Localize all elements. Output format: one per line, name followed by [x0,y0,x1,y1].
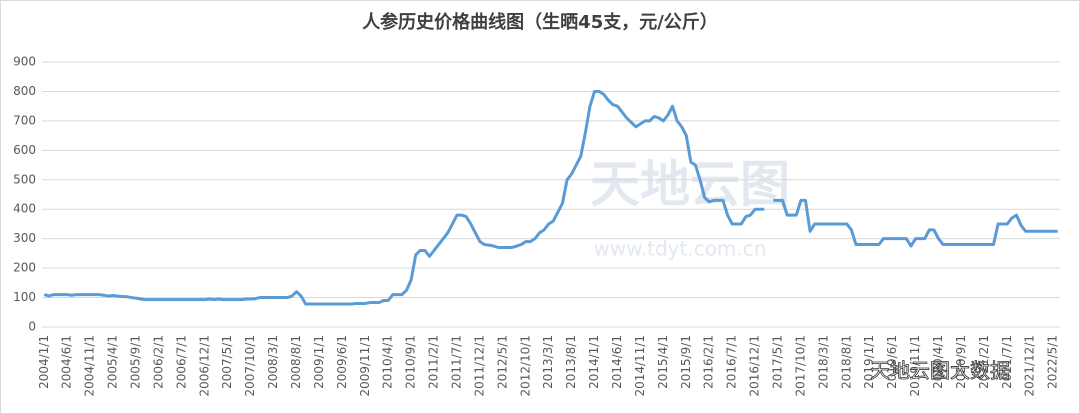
x-tick-label: 2010/9/1 [404,335,418,389]
x-tick-label: 2020/9/1 [954,335,968,389]
x-tick-label: 2016/12/1 [748,335,762,397]
y-tick-label: 600 [13,143,36,157]
x-tick-label: 2016/2/1 [702,335,716,389]
x-tick-label: 2011/7/1 [449,335,463,389]
x-tick-label: 2009/11/1 [358,335,372,397]
x-tick-label: 2019/6/1 [885,335,899,389]
x-tick-label: 2019/1/1 [862,335,876,389]
x-tick-label: 2009/6/1 [335,335,349,389]
x-tick-label: 2019/11/1 [908,335,922,397]
x-tick-label: 2006/7/1 [174,335,188,389]
y-tick-label: 0 [28,320,36,334]
x-tick-label: 2021/7/1 [1000,335,1014,389]
x-tick-label: 2007/5/1 [220,335,234,389]
x-tick-label: 2017/10/1 [793,335,807,397]
x-tick-label: 2017/5/1 [770,335,784,389]
watermark: 天地云图 [590,156,790,214]
x-tick-label: 2012/10/1 [518,335,532,397]
y-tick-label: 100 [13,290,36,304]
x-tick-label: 2022/5/1 [1046,335,1060,389]
x-tick-label: 2021/2/1 [977,335,991,389]
x-tick-label: 2013/8/1 [564,335,578,389]
series-line [43,89,1058,306]
x-tick-label: 2020/4/1 [931,335,945,389]
x-tick-label: 2015/9/1 [679,335,693,389]
y-tick-label: 300 [13,231,36,245]
x-tick-label: 2011/12/1 [472,335,486,397]
x-tick-label: 2004/11/1 [83,335,97,397]
x-tick-label: 2006/2/1 [151,335,165,389]
x-tick-label: 2007/10/1 [243,335,257,397]
y-tick-label: 700 [13,113,36,127]
x-tick-label: 2014/1/1 [587,335,601,389]
x-tick-label: 2016/7/1 [725,335,739,389]
x-tick-label: 2004/6/1 [60,335,74,389]
y-tick-label: 200 [13,261,36,275]
x-tick-label: 2018/8/1 [839,335,853,389]
x-tick-label: 2014/11/1 [633,335,647,397]
y-tick-label: 500 [13,172,36,186]
y-tick-label: 800 [13,84,36,98]
x-tick-label: 2014/6/1 [610,335,624,389]
x-tick-label: 2018/3/1 [816,335,830,389]
watermark-url: www.tdyt.com.cn [594,237,767,261]
x-tick-label: 2006/12/1 [197,335,211,397]
watermark-brand: 天地云图大数据 [870,359,1010,383]
x-tick-label: 2015/4/1 [656,335,670,389]
x-tick-label: 2011/2/1 [427,335,441,389]
x-tick-label: 2008/8/1 [289,335,303,389]
x-tick-label: 2021/12/1 [1023,335,1037,397]
y-tick-label: 400 [13,202,36,216]
x-tick-label: 2010/4/1 [381,335,395,389]
chart-title: 人参历史价格曲线图（生晒45支，元/公斤） [362,11,718,33]
y-tick-label: 900 [13,55,36,69]
x-tick-label: 2013/3/1 [541,335,555,389]
x-tick-label: 2005/4/1 [106,335,120,389]
x-tick-label: 2008/3/1 [266,335,280,389]
x-tick-label: 2009/1/1 [312,335,326,389]
x-tick-label: 2005/9/1 [129,335,143,389]
x-tick-label: 2004/1/1 [37,335,51,389]
x-tick-label: 2012/5/1 [495,335,509,389]
